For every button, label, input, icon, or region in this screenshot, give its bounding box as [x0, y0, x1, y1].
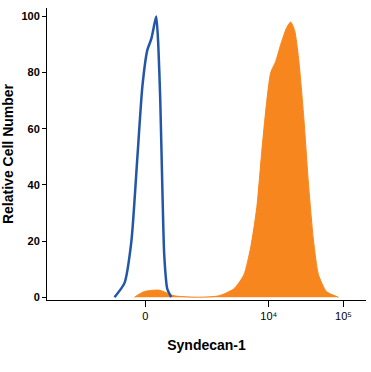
svg-text:Relative Cell Number: Relative Cell Number [0, 83, 16, 224]
svg-text:40: 40 [28, 179, 40, 191]
svg-text:100: 100 [21, 10, 39, 22]
svg-text:Syndecan-1: Syndecan-1 [167, 337, 246, 353]
svg-text:60: 60 [28, 123, 40, 135]
svg-text:20: 20 [28, 235, 40, 247]
svg-text:0: 0 [34, 291, 40, 303]
svg-text:80: 80 [28, 66, 40, 78]
svg-text:10⁵: 10⁵ [335, 310, 352, 322]
svg-text:10⁴: 10⁴ [260, 310, 277, 322]
svg-text:0: 0 [142, 310, 148, 322]
